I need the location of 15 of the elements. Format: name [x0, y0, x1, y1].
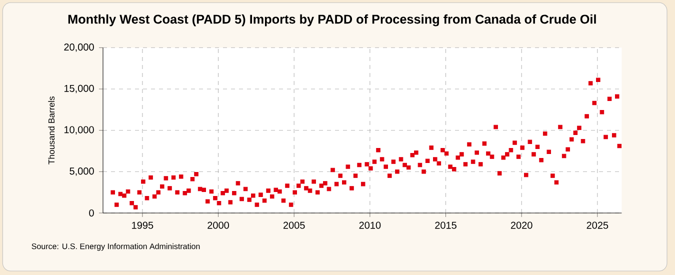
- y-tick-label: 20,000: [64, 44, 94, 52]
- x-tick-label: 2000: [208, 222, 229, 229]
- x-tick-label: 2010: [359, 222, 381, 229]
- x-tick-label: 2015: [435, 222, 456, 229]
- y-tick-label: 15,000: [64, 84, 94, 94]
- y-axis-title: Thousand Barrels: [48, 96, 55, 164]
- x-tick-label: 2025: [586, 222, 608, 229]
- chart-title: Monthly West Coast (PADD 5) Imports by PADD of Processing from Canada of Crude Oil: [68, 14, 596, 26]
- source-note: Source: U.S. Energy Information Administration: [32, 243, 200, 251]
- y-tick-label: 10,000: [64, 126, 94, 134]
- x-tick-label: 1995: [132, 222, 154, 229]
- x-tick-label: 2020: [510, 222, 532, 229]
- x-tick-label: 2005: [283, 222, 305, 229]
- y-tick-label: 0: [89, 209, 94, 217]
- y-tick-label: 5,000: [70, 168, 94, 176]
